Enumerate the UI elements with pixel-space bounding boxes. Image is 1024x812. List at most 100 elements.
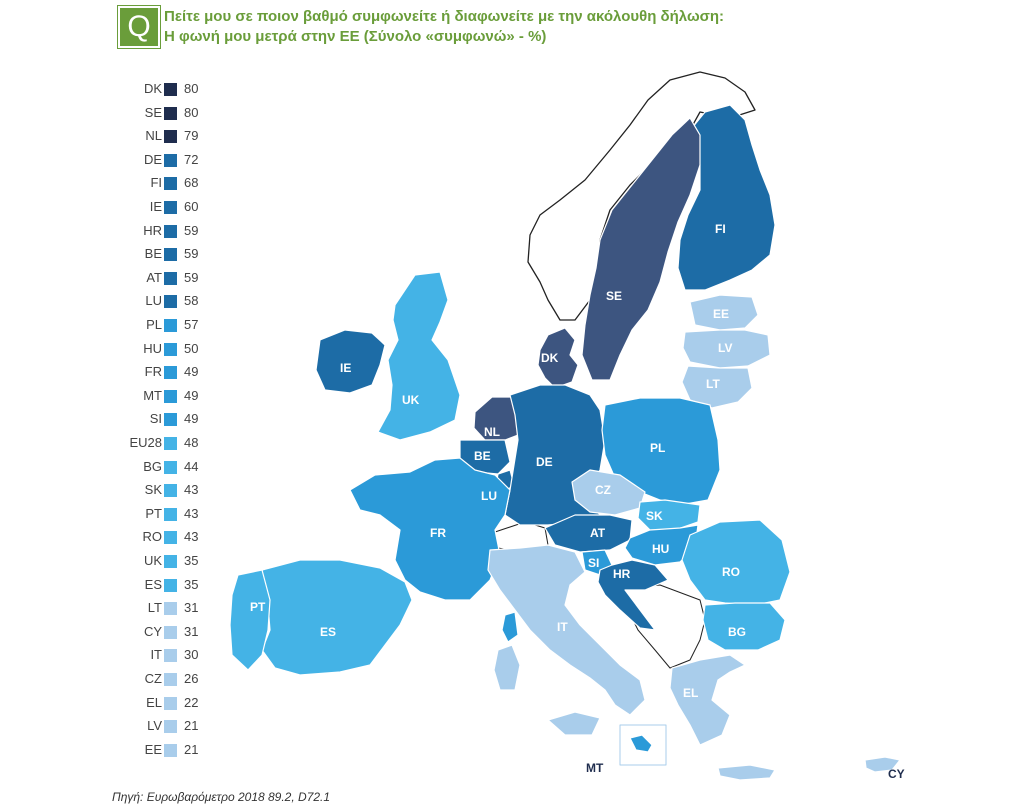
legend-value: 21 [184, 741, 199, 757]
legend-value: 68 [184, 175, 199, 191]
region-IT-sardinia [493, 644, 521, 691]
legend-row: MT 49 [110, 387, 220, 405]
label-BG: BG [728, 625, 746, 639]
legend-value: 21 [184, 718, 199, 734]
legend-swatch [164, 201, 177, 214]
legend-country-code: AT [146, 269, 162, 285]
legend-row: DE 72 [110, 151, 220, 169]
legend-swatch [164, 342, 177, 356]
label-CY: CY [888, 767, 905, 781]
region-UK [377, 271, 461, 441]
legend-row: BG 44 [110, 458, 220, 476]
region-EL [669, 654, 746, 746]
region-LT [681, 365, 753, 409]
label-CZ: CZ [595, 483, 611, 497]
label-SE: SE [606, 289, 622, 303]
label-SI: SI [588, 556, 599, 570]
legend-value: 59 [184, 246, 199, 262]
region-DK [537, 327, 579, 389]
label-NL: NL [484, 425, 500, 439]
label-RO: RO [722, 565, 740, 579]
legend-value: 72 [184, 151, 199, 167]
legend-swatch [164, 295, 177, 309]
legend-row: FI 68 [110, 174, 220, 192]
legend-country-code: LT [147, 600, 162, 616]
legend-row: SI 49 [110, 410, 220, 428]
legend-row: DK 80 [110, 80, 220, 98]
legend-row: PT 43 [110, 505, 220, 523]
region-FI [677, 104, 776, 291]
legend-row: EU28 48 [110, 434, 220, 452]
legend-swatch [164, 531, 177, 545]
legend-row: HR 59 [110, 222, 220, 240]
legend-value: 49 [184, 387, 199, 403]
legend-row: HU 50 [110, 340, 220, 358]
legend-swatch [164, 106, 177, 120]
question-header: Q Πείτε μου σε ποιον βαθμό συμφωνείτε ή … [118, 6, 998, 48]
legend-swatch [164, 507, 177, 521]
legend-value: 57 [184, 317, 199, 332]
region-EE [689, 294, 759, 331]
legend-value: 44 [184, 458, 199, 474]
legend-row: CZ 26 [110, 670, 220, 688]
legend-country-code: IT [150, 647, 162, 663]
legend-country-code: SI [149, 411, 162, 427]
legend-country-code: CZ [144, 671, 162, 686]
question-subtitle: Η φωνή μου μετρά στην ΕΕ (Σύνολο «συμφων… [164, 28, 547, 45]
question-badge: Q [118, 6, 160, 48]
legend-country-code: PL [146, 317, 162, 332]
label-FI: FI [715, 222, 726, 236]
label-PL: PL [650, 441, 665, 455]
label-BE: BE [474, 449, 491, 463]
legend-swatch [164, 578, 177, 592]
legend-country-code: EE [144, 741, 162, 757]
legend-country-code: RO [142, 529, 163, 545]
legend-value: 80 [184, 104, 199, 120]
region-MT [629, 734, 653, 753]
region-BG [702, 602, 786, 651]
region-SK [637, 499, 701, 531]
legend-value: 30 [184, 647, 199, 663]
label-LV: LV [718, 341, 732, 355]
legend-country-code: IE [149, 199, 162, 214]
label-IE: IE [340, 361, 351, 375]
region-LV [682, 329, 771, 369]
legend-country-code: HU [143, 340, 162, 356]
legend-row: NL 79 [110, 127, 220, 145]
region-norway [527, 71, 756, 321]
legend-value: 49 [184, 411, 199, 427]
legend-swatch [164, 602, 177, 616]
legend-country-code: DE [143, 151, 162, 167]
region-SE [581, 117, 701, 381]
region-RO [681, 519, 791, 606]
legend-country-code: UK [143, 553, 162, 568]
label-UK: UK [402, 393, 420, 407]
label-DK: DK [541, 351, 559, 365]
legend-row: UK 35 [110, 552, 220, 570]
legend-swatch [164, 743, 177, 757]
legend-swatch [164, 460, 177, 474]
legend-value: 58 [184, 293, 199, 309]
region-PL [601, 397, 721, 506]
region-FR-corsica [501, 611, 519, 643]
legend-swatch [164, 389, 177, 403]
legend-swatch [164, 720, 177, 734]
legend-country-code: PT [145, 505, 162, 521]
legend-swatch [164, 484, 177, 498]
legend-value: 43 [184, 529, 199, 545]
legend-value: 50 [184, 340, 199, 356]
legend-row: RO 43 [110, 528, 220, 546]
legend-swatch [164, 649, 177, 663]
legend-value: 31 [184, 623, 199, 639]
legend-row: SE 80 [110, 104, 220, 122]
legend-country-code: NL [145, 128, 162, 144]
legend-country-code: FI [150, 175, 162, 191]
legend-country-code: SE [144, 104, 162, 120]
legend-row: IE 60 [110, 198, 220, 216]
legend-row: LT 31 [110, 599, 220, 617]
legend-country-code: LU [145, 293, 162, 309]
legend-swatch [164, 696, 177, 710]
region-IT [487, 544, 646, 716]
question-text: Πείτε μου σε ποιον βαθμό συμφωνείτε ή δι… [164, 8, 725, 25]
